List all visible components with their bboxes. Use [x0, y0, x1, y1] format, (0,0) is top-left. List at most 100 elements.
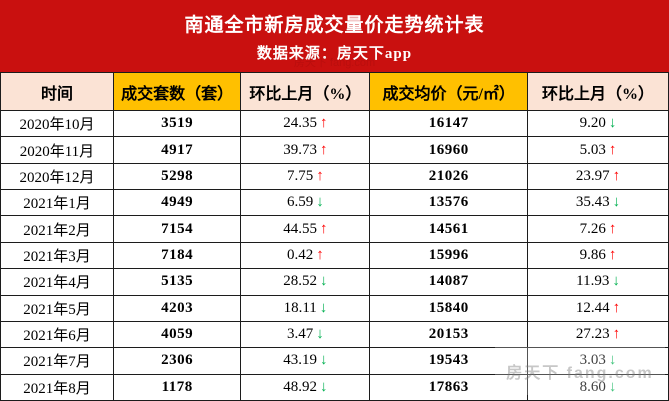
- col-header-price-mom: 环比上月（%）: [527, 72, 669, 111]
- cell-time: 2021年5月: [0, 294, 114, 322]
- cell-price-mom: 8.60 ↓: [527, 373, 669, 401]
- cell-price-mom-value: 23.97: [575, 167, 610, 184]
- cell-units-mom-value: 0.42: [287, 246, 314, 263]
- cell-time: 2021年1月: [0, 189, 114, 217]
- table-row: 2020年11月 4917 39.73 ↑ 16960 5.03 ↑: [0, 136, 669, 164]
- cell-units-mom: 44.55 ↑: [240, 215, 371, 243]
- table-row: 2020年12月 5298 7.75 ↑ 21026 23.97 ↑: [0, 162, 669, 191]
- trend-up-icon: ↑: [612, 167, 621, 184]
- col-header-units: 成交套数（套）: [112, 72, 242, 111]
- cell-time: 2021年8月: [0, 373, 114, 401]
- col-header-units-mom: 环比上月（%）: [240, 72, 371, 111]
- table-row: 2021年5月 4203 18.11 ↓ 15840 12.44 ↑: [0, 294, 669, 322]
- cell-price-mom: 9.86 ↑: [527, 241, 669, 270]
- cell-units-mom: 28.52 ↓: [240, 268, 371, 296]
- trend-up-icon: ↑: [612, 326, 621, 343]
- cell-price: 19543: [369, 347, 529, 375]
- cell-price: 15840: [369, 294, 529, 322]
- data-source-subtitle: 数据来源：房天下app: [256, 45, 413, 62]
- table-row: 2021年1月 4949 6.59 ↓ 13576 35.43 ↓: [0, 189, 669, 217]
- cell-units-mom-value: 3.47: [287, 326, 314, 343]
- cell-units: 7154: [112, 215, 242, 243]
- cell-units-mom: 0.42 ↑: [240, 241, 371, 270]
- cell-time: 2020年12月: [0, 162, 114, 191]
- cell-price: 16960: [369, 136, 529, 164]
- col-header-time: 时间: [0, 72, 114, 111]
- cell-price-mom-value: 5.03: [579, 141, 606, 158]
- cell-units-mom-value: 18.11: [283, 299, 317, 316]
- cell-price: 20153: [369, 320, 529, 349]
- trend-up-icon: ↑: [320, 115, 328, 132]
- cell-price-mom-value: 11.93: [576, 273, 610, 290]
- table-header: 时间 成交套数（套） 环比上月（%） 成交均价（元/㎡） 环比上月（%）: [0, 72, 669, 111]
- trend-down-icon: ↓: [612, 194, 621, 211]
- col-header-price: 成交均价（元/㎡）: [369, 72, 529, 111]
- cell-units-mom-value: 28.52: [283, 273, 318, 290]
- cell-price-mom: 27.23 ↑: [527, 320, 669, 349]
- trend-down-icon: ↓: [608, 115, 617, 132]
- cell-units-mom: 3.47 ↓: [240, 320, 371, 349]
- cell-units-mom: 6.59 ↓: [240, 189, 371, 217]
- cell-time: 2021年3月: [0, 241, 114, 270]
- table-row: 2021年6月 4059 3.47 ↓ 20153 27.23 ↑: [0, 320, 669, 349]
- cell-price: 16147: [369, 109, 529, 138]
- table-row: 2021年2月 7154 44.55 ↑ 14561 7.26 ↑: [0, 215, 669, 243]
- cell-units: 3519: [112, 109, 242, 138]
- trend-up-icon: ↑: [612, 299, 621, 316]
- cell-price: 13576: [369, 189, 529, 217]
- cell-price-mom: 3.03 ↓: [527, 347, 669, 375]
- trend-up-icon: ↑: [316, 246, 324, 263]
- table-row: 2021年4月 5135 28.52 ↓ 14087 11.93 ↓: [0, 268, 669, 296]
- cell-time: 2020年10月: [0, 109, 114, 138]
- cell-price-mom: 7.26 ↑: [527, 215, 669, 243]
- cell-price: 17863: [369, 373, 529, 401]
- cell-units: 5298: [112, 162, 242, 191]
- cell-units-mom-value: 44.55: [283, 220, 318, 237]
- trend-down-icon: ↓: [319, 299, 328, 316]
- cell-price-mom-value: 35.43: [575, 194, 610, 211]
- cell-units: 7184: [112, 241, 242, 270]
- table-row: 2021年8月 1178 48.92 ↓ 17863 8.60 ↓: [0, 373, 669, 401]
- cell-price-mom-value: 8.60: [579, 378, 606, 395]
- cell-price-mom-value: 27.23: [575, 326, 610, 343]
- cell-price: 14087: [369, 268, 529, 296]
- cell-units: 4059: [112, 320, 242, 349]
- cell-price-mom-value: 7.26: [579, 220, 606, 237]
- cell-time: 2021年7月: [0, 347, 114, 375]
- cell-units: 5135: [112, 268, 242, 296]
- cell-price-mom: 9.20 ↓: [527, 109, 669, 138]
- cell-units-mom: 7.75 ↑: [240, 162, 371, 191]
- cell-price: 15996: [369, 241, 529, 270]
- cell-price-mom-value: 3.03: [579, 352, 606, 369]
- cell-price-mom-value: 12.44: [575, 299, 610, 316]
- trend-down-icon: ↓: [316, 194, 324, 211]
- cell-units: 4203: [112, 294, 242, 322]
- cell-units-mom-value: 24.35: [283, 115, 318, 132]
- trend-up-icon: ↑: [608, 246, 617, 263]
- cell-units-mom: 43.19 ↓: [240, 347, 371, 375]
- trend-down-icon: ↓: [608, 378, 617, 395]
- cell-price: 21026: [369, 162, 529, 191]
- cell-price-mom: 23.97 ↑: [527, 162, 669, 191]
- cell-time: 2021年4月: [0, 268, 114, 296]
- cell-price-mom: 11.93 ↓: [527, 268, 669, 296]
- table-row: 2021年3月 7184 0.42 ↑ 15996 9.86 ↑: [0, 241, 669, 270]
- cell-units: 2306: [112, 347, 242, 375]
- trend-down-icon: ↓: [612, 273, 620, 290]
- cell-units-mom: 39.73 ↑: [240, 136, 371, 164]
- cell-price-mom: 35.43 ↓: [527, 189, 669, 217]
- cell-units-mom-value: 48.92: [283, 378, 318, 395]
- trend-down-icon: ↓: [608, 352, 617, 369]
- cell-units-mom: 48.92 ↓: [240, 373, 371, 401]
- cell-units-mom-value: 7.75: [287, 167, 314, 184]
- page-title: 南通全市新房成交量价走势统计表: [184, 14, 485, 36]
- trend-down-icon: ↓: [316, 326, 324, 343]
- table-row: 2021年7月 2306 43.19 ↓ 19543 3.03 ↓: [0, 347, 669, 375]
- cell-price-mom-value: 9.20: [579, 115, 606, 132]
- cell-units: 1178: [112, 373, 242, 401]
- cell-price-mom: 5.03 ↑: [527, 136, 669, 164]
- trend-up-icon: ↑: [608, 141, 617, 158]
- table-body: 2020年10月 3519 24.35 ↑ 16147 9.20 ↓ 2020年11月 4917…: [0, 109, 669, 401]
- cell-units-mom-value: 39.73: [283, 141, 318, 158]
